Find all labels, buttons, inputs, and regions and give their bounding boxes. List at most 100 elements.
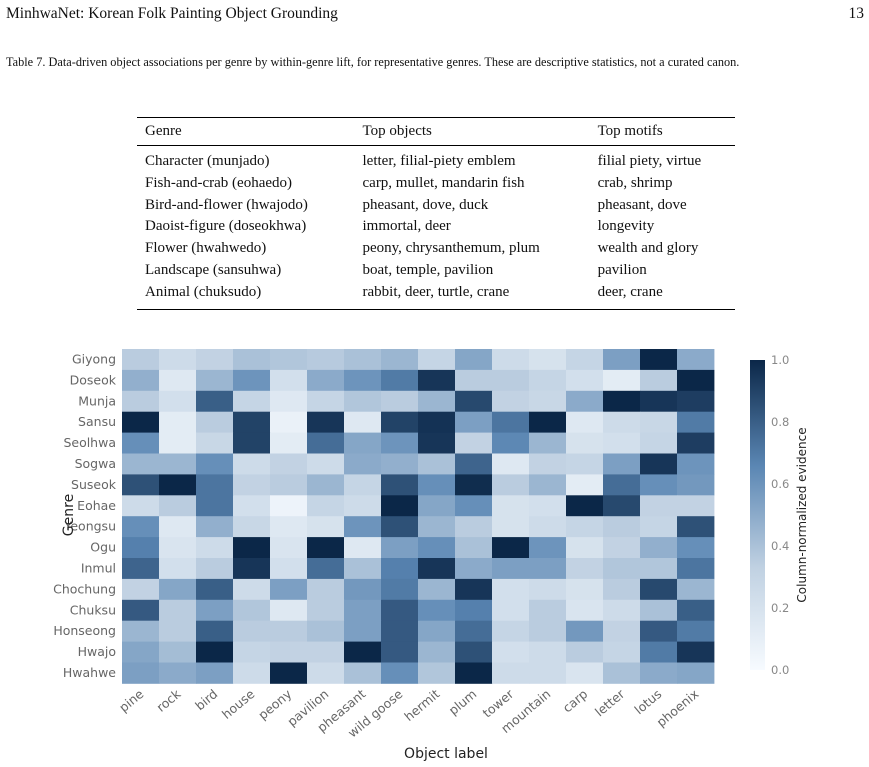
heatmap-cell xyxy=(270,516,308,538)
heatmap-cell xyxy=(603,369,641,392)
heatmap-cell xyxy=(381,474,419,496)
heatmap-cell xyxy=(122,349,160,371)
heatmap-cell xyxy=(233,662,271,684)
heatmap-cell xyxy=(418,641,456,663)
heatmap-cell xyxy=(307,432,345,454)
heatmap-cell xyxy=(381,537,419,559)
cell-top-objects: letter, filial-piety emblem xyxy=(362,153,516,169)
heatmap-cell xyxy=(233,516,271,538)
heatmap-cell xyxy=(529,662,567,684)
heatmap-cell xyxy=(307,474,345,496)
heatmap-cell xyxy=(640,390,678,413)
cell-genre: Flower (hwahwedo) xyxy=(145,240,267,257)
heatmap-cell xyxy=(159,662,197,684)
cell-top-motifs: filial piety, virtue xyxy=(597,153,702,169)
heatmap-cell xyxy=(455,578,493,601)
heatmap-cell xyxy=(381,516,419,538)
heatmap-cell xyxy=(381,369,419,392)
heatmap-cell xyxy=(122,474,160,496)
heatmap-cell xyxy=(270,369,308,392)
heatmap-cell xyxy=(566,432,604,454)
heatmap-cell xyxy=(677,474,715,496)
heatmap-cell xyxy=(455,537,493,559)
heatmap-cell xyxy=(529,495,567,517)
heatmap-cell xyxy=(270,620,308,642)
heatmap-cell xyxy=(677,495,715,517)
genre-tick-label: Sansu xyxy=(78,414,116,429)
heatmap-cell xyxy=(492,662,530,684)
genre-tick-label: Hwajo xyxy=(78,644,116,659)
heatmap-cell xyxy=(344,495,382,517)
heatmap-cell xyxy=(344,558,382,580)
heatmap-cell xyxy=(677,411,715,433)
heatmap-cell xyxy=(344,474,382,496)
heatmap-cell xyxy=(159,369,197,392)
heatmap-cell xyxy=(455,411,493,433)
heatmap-cell xyxy=(418,662,456,684)
heatmap-cell xyxy=(529,390,567,413)
heatmap-cell xyxy=(603,662,641,684)
object-tick-label: phoenix xyxy=(653,686,701,730)
heatmap-cell xyxy=(418,369,456,392)
heatmap-cell xyxy=(270,641,308,663)
column-header-top-objects: Top objects xyxy=(362,123,432,139)
genre-object-heatmap: Giyong Doseok Munja Sansu Seolhwa Sogwa Suseok… xyxy=(53,349,809,762)
heatmap-cell xyxy=(529,453,567,475)
genre-tick-labels: Giyong Doseok Munja Sansu Seolhwa Sogwa Suseok… xyxy=(53,351,117,680)
heatmap-cell xyxy=(233,432,271,454)
heatmap-cell xyxy=(307,495,345,517)
object-tick-label: pine xyxy=(116,686,147,715)
cell-top-motifs: crab, shrimp xyxy=(597,174,673,191)
heatmap-cell xyxy=(381,662,419,684)
genre-tick-label: Hwahwe xyxy=(63,665,116,680)
heatmap-cell xyxy=(677,599,715,622)
genre-tick-label: Chuksu xyxy=(70,602,116,617)
heatmap-cell xyxy=(603,641,641,663)
heatmap-cell xyxy=(455,369,493,392)
heatmap-cell xyxy=(122,390,160,413)
heatmap-cell xyxy=(492,349,530,371)
heatmap-cell xyxy=(529,578,567,601)
heatmap-cell xyxy=(418,516,456,538)
heatmap-cell xyxy=(418,411,456,433)
heatmap-cell xyxy=(640,453,678,475)
table-row: Animal (chuksudo) rabbit, deer, turtle, … xyxy=(137,282,735,309)
genre-tick-label: Seolhwa xyxy=(63,435,116,450)
heatmap-cell xyxy=(603,349,641,371)
heatmap-cell xyxy=(640,558,678,580)
heatmap-cell xyxy=(640,432,678,454)
cell-genre: Fish-and-crab (eohaedo) xyxy=(145,174,293,191)
heatmap-cell xyxy=(677,390,715,413)
heatmap-cell xyxy=(233,578,271,601)
colorbar-tick-label: 0.2 xyxy=(771,601,789,615)
heatmap-cell xyxy=(603,516,641,538)
heatmap-cell xyxy=(455,558,493,580)
heatmap-cell xyxy=(640,349,678,371)
cell-top-objects: pheasant, dove, duck xyxy=(362,196,489,213)
cell-top-objects: peony, chrysanthemum, plum xyxy=(362,240,540,257)
object-tick-label: hermit xyxy=(401,686,442,724)
heatmap-cell xyxy=(307,349,345,371)
cell-top-objects: boat, temple, pavilion xyxy=(362,261,494,278)
heatmap-cell xyxy=(381,578,419,601)
heatmap-cell xyxy=(566,495,604,517)
heatmap-cell xyxy=(529,516,567,538)
heatmap-cell xyxy=(455,432,493,454)
heatmap-cell xyxy=(270,453,308,475)
heatmap-cell xyxy=(603,411,641,433)
heatmap-cell xyxy=(344,537,382,559)
heatmap-cell xyxy=(566,453,604,475)
heatmap-cell xyxy=(529,599,567,622)
heatmap-cell xyxy=(677,620,715,642)
heatmap-cell xyxy=(196,641,234,663)
heatmap-cell xyxy=(418,474,456,496)
heatmap-cell xyxy=(492,453,530,475)
heatmap-cell xyxy=(196,411,234,433)
genre-tick-label: Suseok xyxy=(71,477,117,492)
heatmap-cell xyxy=(196,620,234,642)
heatmap-cell xyxy=(418,599,456,622)
heatmap-cell xyxy=(233,599,271,622)
heatmap-cell xyxy=(455,641,493,663)
heatmap-cell xyxy=(122,516,160,538)
object-tick-label: house xyxy=(219,686,258,722)
